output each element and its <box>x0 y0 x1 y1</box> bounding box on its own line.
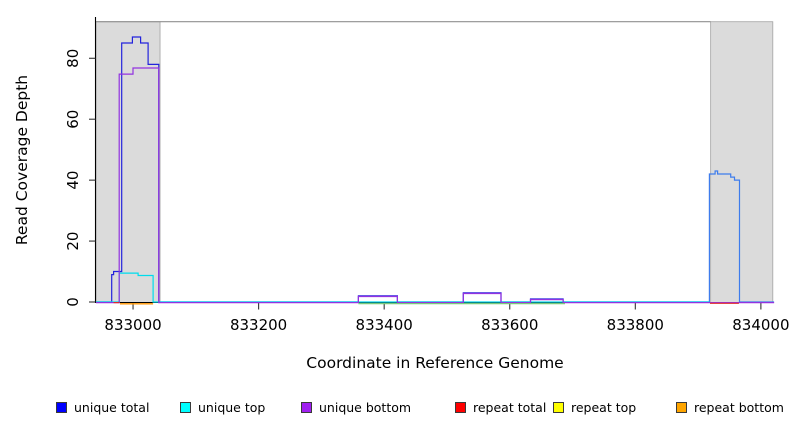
legend-label: unique total <box>74 399 150 415</box>
legend-swatch-icon <box>553 401 564 413</box>
x-tick-label: 834000 <box>732 316 789 334</box>
legend-swatch-icon <box>676 401 687 413</box>
y-tick-label: 60 <box>64 110 82 129</box>
legend-label: repeat total <box>473 399 547 415</box>
legend-label: unique top <box>198 399 266 415</box>
legend-label: unique bottom <box>319 399 412 415</box>
legend-swatch-icon <box>56 401 67 413</box>
x-tick-label: 833000 <box>104 316 161 334</box>
x-tick-label: 833400 <box>356 316 413 334</box>
legend-label: repeat top <box>571 399 637 415</box>
legend-item-repeat-bottom: repeat bottom <box>676 398 784 416</box>
y-tick-label: 0 <box>64 297 82 307</box>
legend-swatch-icon <box>301 401 312 413</box>
x-tick-label: 833200 <box>230 316 287 334</box>
legend-item-repeat-total: repeat total <box>455 398 546 416</box>
series-unique-top <box>96 272 710 303</box>
y-tick-label: 80 <box>64 49 82 68</box>
legend-swatch-icon <box>180 401 191 413</box>
x-tick-label: 833800 <box>607 316 664 334</box>
legend-item-repeat-top: repeat top <box>553 398 636 416</box>
y-axis-title: Read Coverage Depth <box>13 75 31 245</box>
x-axis-title: Coordinate in Reference Genome <box>306 354 563 372</box>
y-tick-label: 40 <box>64 171 82 190</box>
plot-area: 833000 833200 833400 833600 833800 834000 0 20 4… <box>13 17 790 372</box>
legend-item-unique-total: unique total <box>56 398 149 416</box>
series-unique-bottom <box>96 67 775 304</box>
legend-item-unique-bottom: unique bottom <box>301 398 411 416</box>
series-unique-total <box>96 36 710 303</box>
legend-swatch-icon <box>455 401 466 413</box>
legend-label: repeat bottom <box>694 399 784 415</box>
legend: unique total unique top unique bottom repea… <box>0 398 792 420</box>
right-gray-band <box>710 21 774 303</box>
y-tick-label: 20 <box>64 232 82 251</box>
legend-item-unique-top: unique top <box>180 398 265 416</box>
series-unique-total <box>708 170 775 303</box>
x-tick-label: 833600 <box>481 316 538 334</box>
